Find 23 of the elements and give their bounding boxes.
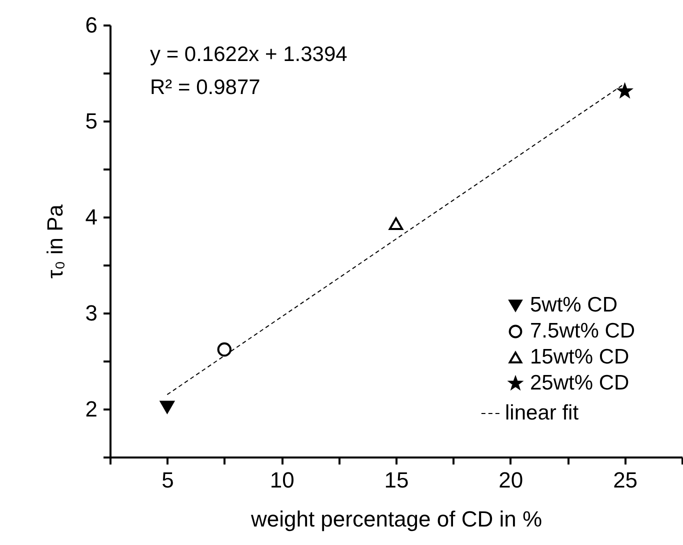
y-tick-label: 3 xyxy=(85,300,98,326)
x-axis-title: weight percentage of CD in % xyxy=(250,506,542,532)
legend-label: linear fit xyxy=(505,402,579,424)
point xyxy=(618,84,632,98)
annotation: y = 0.1622x + 1.3394 xyxy=(150,43,348,66)
legend-label: 15wt% CD xyxy=(530,346,630,368)
legend-label: 7.5wt% CD xyxy=(530,320,636,342)
y-tick-label: 6 xyxy=(85,12,98,38)
y-tick-label: 5 xyxy=(85,108,98,134)
point xyxy=(160,400,174,414)
x-tick-label: 15 xyxy=(384,468,409,492)
y-tick-label: 4 xyxy=(85,204,98,230)
legend-label: 5wt% CD xyxy=(530,294,618,316)
legend-label: 25wt% CD xyxy=(530,372,630,394)
point xyxy=(217,342,232,357)
x-tick-label: 20 xyxy=(498,468,524,492)
x-tick-label: 10 xyxy=(270,468,294,492)
point xyxy=(388,217,404,230)
x-tick-label: 25 xyxy=(613,468,638,492)
annotation: R² = 0.9877 xyxy=(150,76,260,99)
y-tick-label: 2 xyxy=(85,396,98,422)
x-tick-label: 5 xyxy=(162,468,174,492)
y-axis-title: τ₀ in Pa xyxy=(42,204,68,279)
